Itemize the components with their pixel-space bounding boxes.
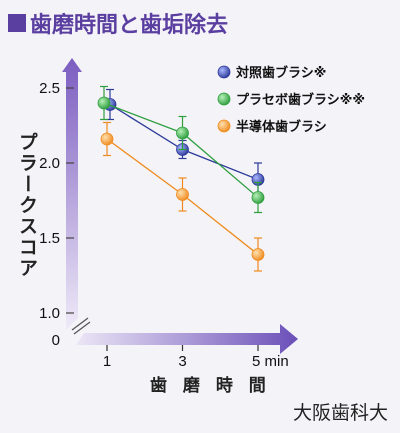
title-square-icon <box>8 14 26 32</box>
x-axis-arrow <box>76 324 298 354</box>
data-point <box>97 96 111 110</box>
plot-area <box>97 85 265 272</box>
y-axis-label: プラークスコア <box>16 132 38 279</box>
y-tick-label: 1.5 <box>39 230 60 247</box>
legend-marker <box>217 65 231 79</box>
axis-break-mark <box>71 317 91 335</box>
y-tick-label: 2.5 <box>39 80 60 97</box>
chart-title: 歯磨時間と歯垢除去 <box>30 13 229 38</box>
data-point <box>251 191 265 204</box>
series-line <box>109 103 259 181</box>
data-point <box>100 132 114 146</box>
legend-marker <box>217 92 231 106</box>
x-tick-label: 5 min <box>252 353 289 370</box>
x-tick-label: 1 <box>103 353 111 370</box>
y-tick-group: 2.5 2.0 1.5 1.0 0 <box>39 80 74 349</box>
legend-marker <box>217 119 231 133</box>
y-tick-label: 2.0 <box>39 155 60 172</box>
legend-label: 対照歯ブラシ※ <box>235 65 326 81</box>
y-tick-label: 1.0 <box>39 305 60 322</box>
legend: 対照歯ブラシ※ プラセボ歯ブラシ※※ 半導体歯ブラシ <box>217 65 365 135</box>
legend-label: プラセボ歯ブラシ※※ <box>236 92 365 108</box>
data-point <box>251 248 265 261</box>
y-tick-label: 0 <box>52 332 60 349</box>
data-point <box>176 188 189 201</box>
data-point <box>176 126 189 140</box>
legend-label: 半導体歯ブラシ <box>236 119 327 135</box>
source-label: 大阪歯科大 <box>292 402 388 424</box>
y-axis-arrow <box>62 58 82 330</box>
x-axis-label: 歯 磨 時 間 <box>150 376 271 396</box>
chart-title-block: 歯磨時間と歯垢除去 <box>8 8 228 38</box>
x-tick-label: 3 <box>178 353 186 370</box>
y-axis-label-wrap: プラークスコア <box>14 132 40 279</box>
x-tick-group: 1 3 5 min <box>103 345 289 370</box>
